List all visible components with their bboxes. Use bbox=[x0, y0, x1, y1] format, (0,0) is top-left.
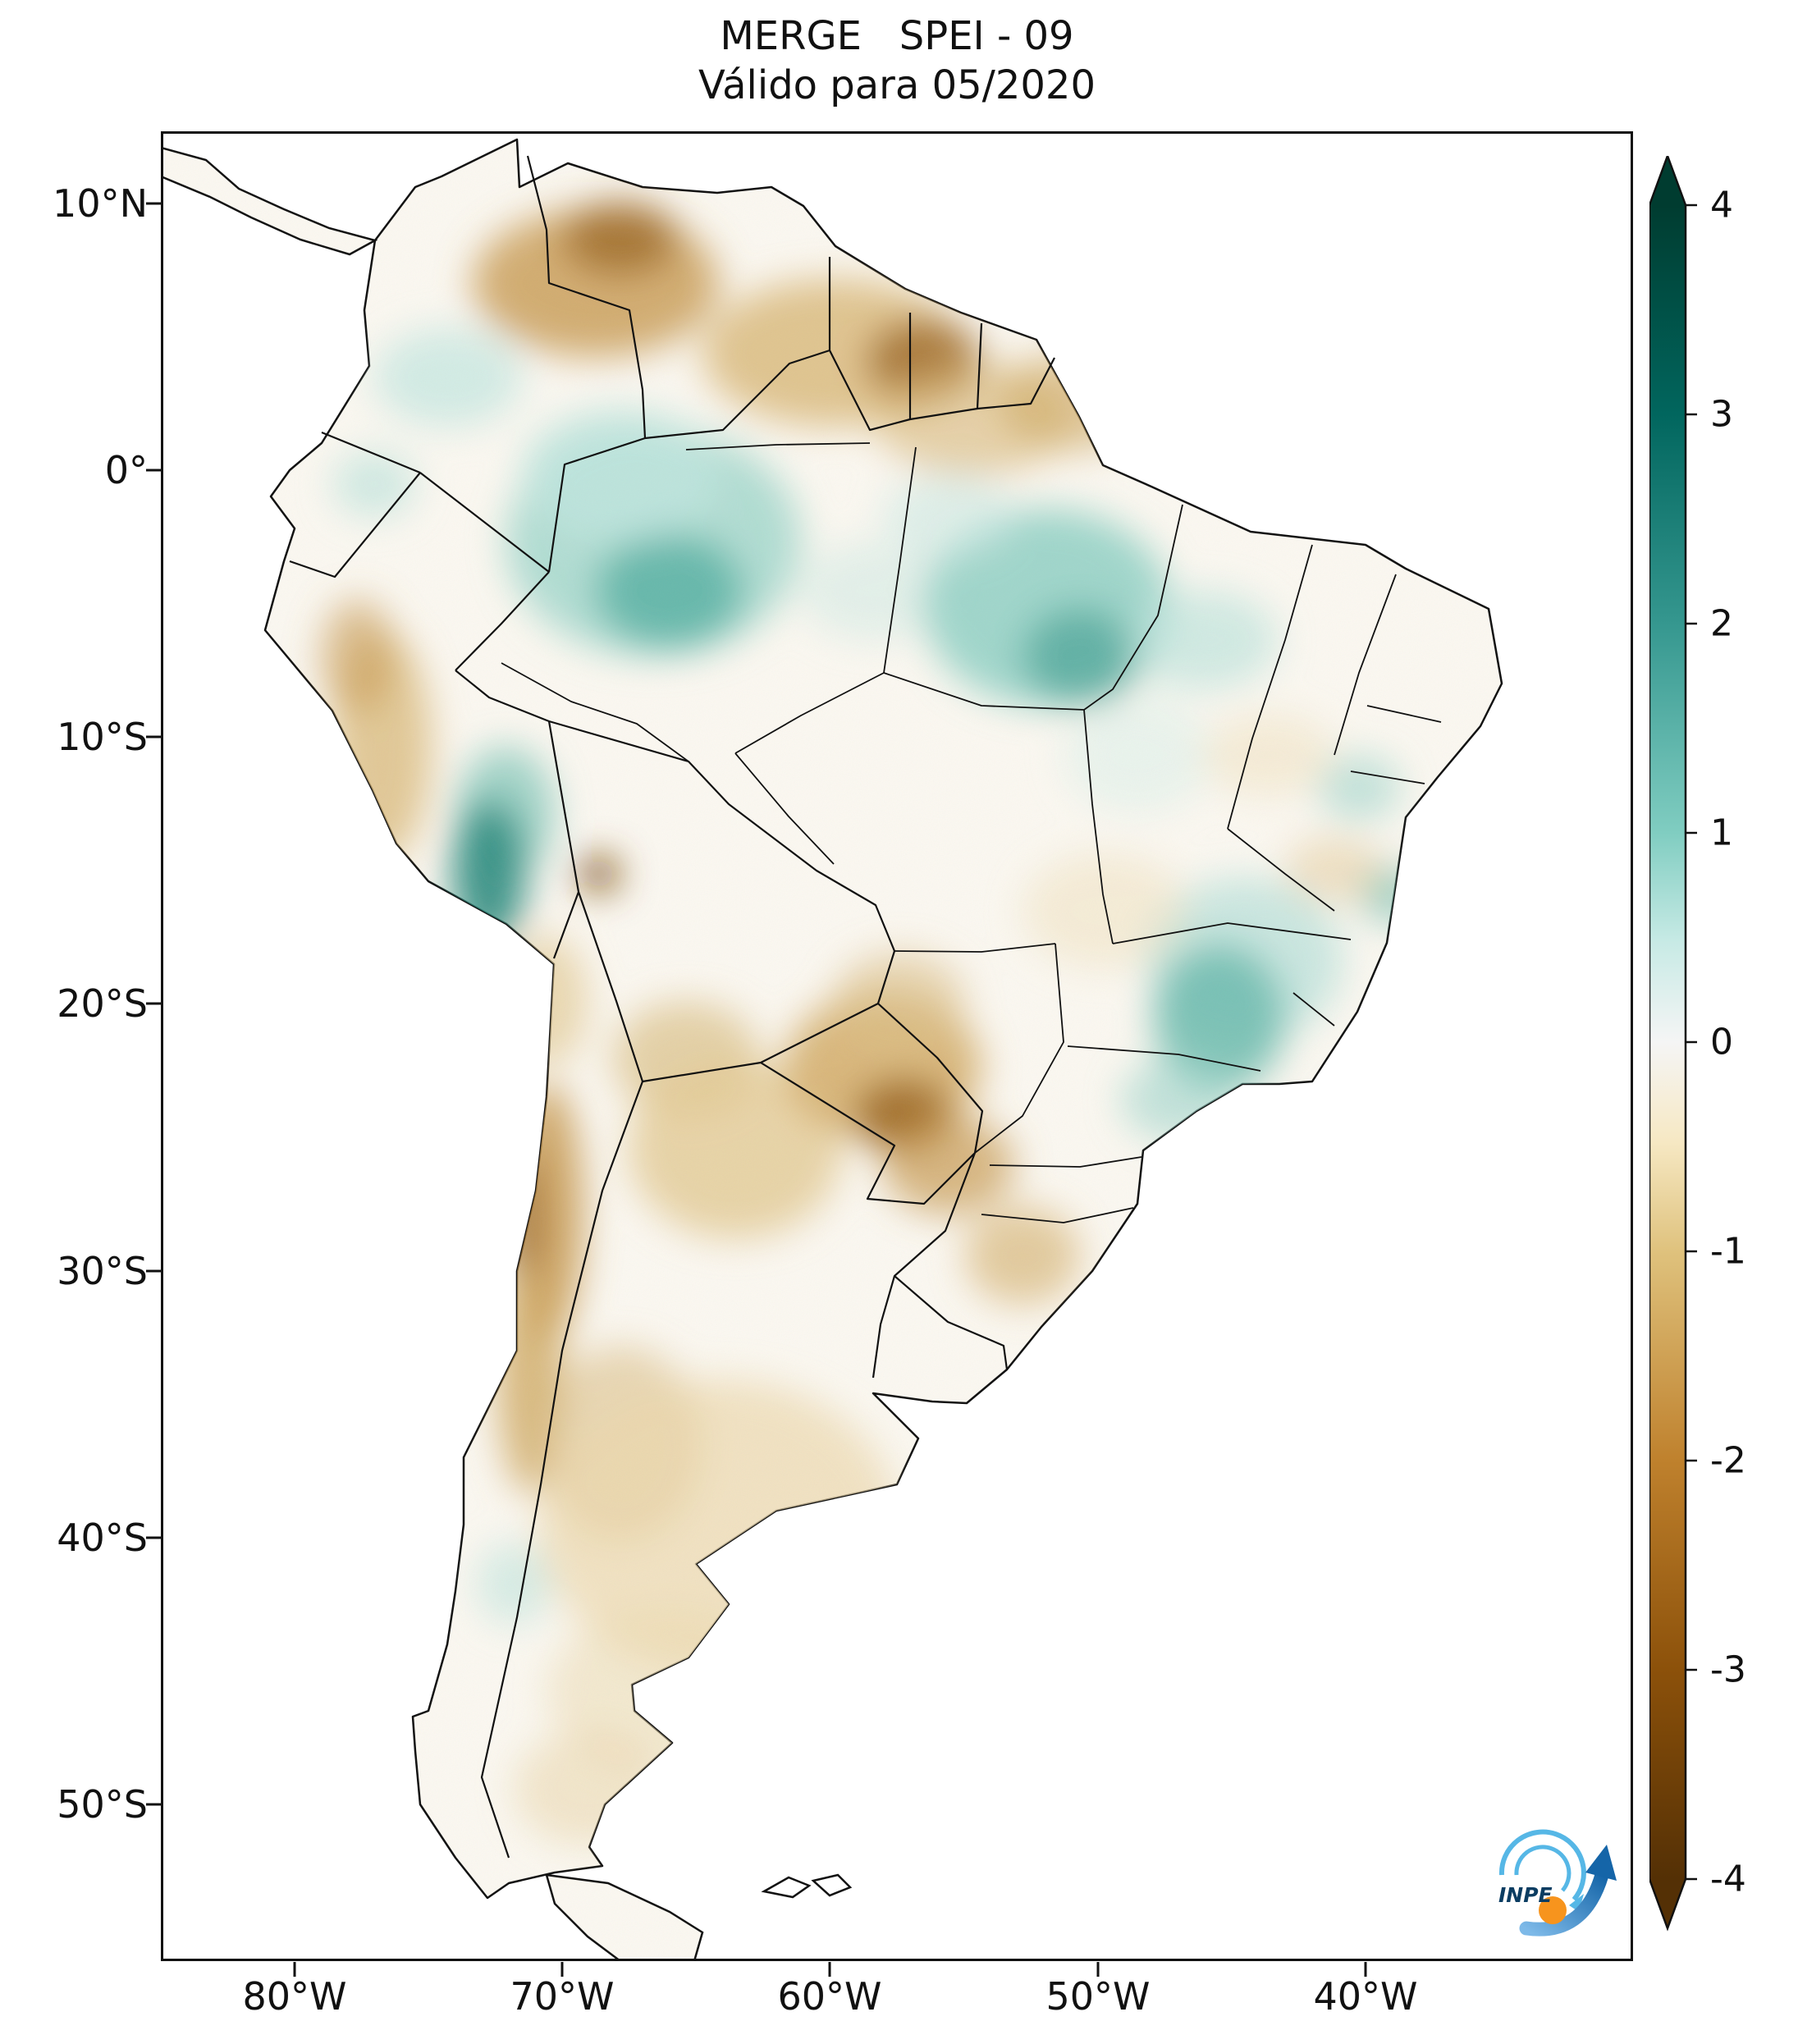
y-tick-mark bbox=[146, 469, 161, 472]
colorbar-label-m4: -4 bbox=[1710, 1858, 1746, 1900]
colorbar-label-3: 3 bbox=[1710, 393, 1733, 436]
inpe-logo: INPE bbox=[1498, 1829, 1617, 1937]
x-tick-mark bbox=[828, 1962, 831, 1977]
y-tick-mark bbox=[146, 1269, 161, 1273]
y-tick-label-0: 0° bbox=[104, 448, 148, 492]
colorbar-label-m3: -3 bbox=[1710, 1648, 1746, 1691]
colorbar-label-m1: -1 bbox=[1710, 1230, 1746, 1273]
y-tick-mark bbox=[146, 735, 161, 738]
inpe-orange-dot bbox=[1539, 1896, 1567, 1924]
x-tick-label-50w: 50°W bbox=[1045, 1974, 1151, 2019]
x-tick-mark bbox=[1096, 1962, 1100, 1977]
colorbar-top-arrow bbox=[1649, 156, 1686, 205]
colorbar-label-m2: -2 bbox=[1710, 1439, 1746, 1482]
y-tick-mark bbox=[146, 202, 161, 205]
x-tick-label-70w: 70°W bbox=[510, 1974, 615, 2019]
colorbar-bottom-arrow bbox=[1649, 1879, 1686, 1928]
colorbar-label-2: 2 bbox=[1710, 602, 1733, 645]
y-tick-label-20s: 20°S bbox=[57, 981, 148, 1026]
colorbar-label-4: 4 bbox=[1710, 184, 1733, 226]
x-tick-mark bbox=[293, 1962, 296, 1977]
islands bbox=[761, 1873, 853, 1899]
inpe-wordmark: INPE bbox=[1498, 1883, 1553, 1907]
south-america-map bbox=[161, 131, 1633, 1961]
y-tick-label-10n: 10°N bbox=[53, 181, 148, 226]
y-tick-label-40s: 40°S bbox=[57, 1516, 148, 1560]
x-tick-label-60w: 60°W bbox=[777, 1974, 882, 2019]
y-tick-mark bbox=[146, 1002, 161, 1005]
page-title: MERGE SPEI - 09 bbox=[720, 13, 1074, 59]
x-tick-mark bbox=[1364, 1962, 1367, 1977]
page-subtitle: Válido para 05/2020 bbox=[698, 62, 1096, 108]
colorbar-tick-marks bbox=[1686, 203, 1697, 1881]
state-borders bbox=[501, 442, 1442, 1223]
colorbar-label-0: 0 bbox=[1710, 1021, 1733, 1063]
y-tick-label-30s: 30°S bbox=[57, 1249, 148, 1293]
y-tick-mark bbox=[146, 1803, 161, 1806]
country-borders bbox=[289, 155, 1055, 1859]
colorbar bbox=[1649, 156, 1697, 1932]
colorbar-label-1: 1 bbox=[1710, 812, 1733, 854]
x-tick-label-80w: 80°W bbox=[242, 1974, 347, 2019]
colorbar-gradient bbox=[1649, 205, 1686, 1879]
x-tick-label-40w: 40°W bbox=[1313, 1974, 1418, 2019]
x-tick-mark bbox=[560, 1962, 564, 1977]
y-tick-label-50s: 50°S bbox=[57, 1782, 148, 1827]
y-tick-mark bbox=[146, 1536, 161, 1539]
y-tick-label-10s: 10°S bbox=[57, 715, 148, 759]
inpe-arrow-icon bbox=[1519, 1845, 1617, 1937]
